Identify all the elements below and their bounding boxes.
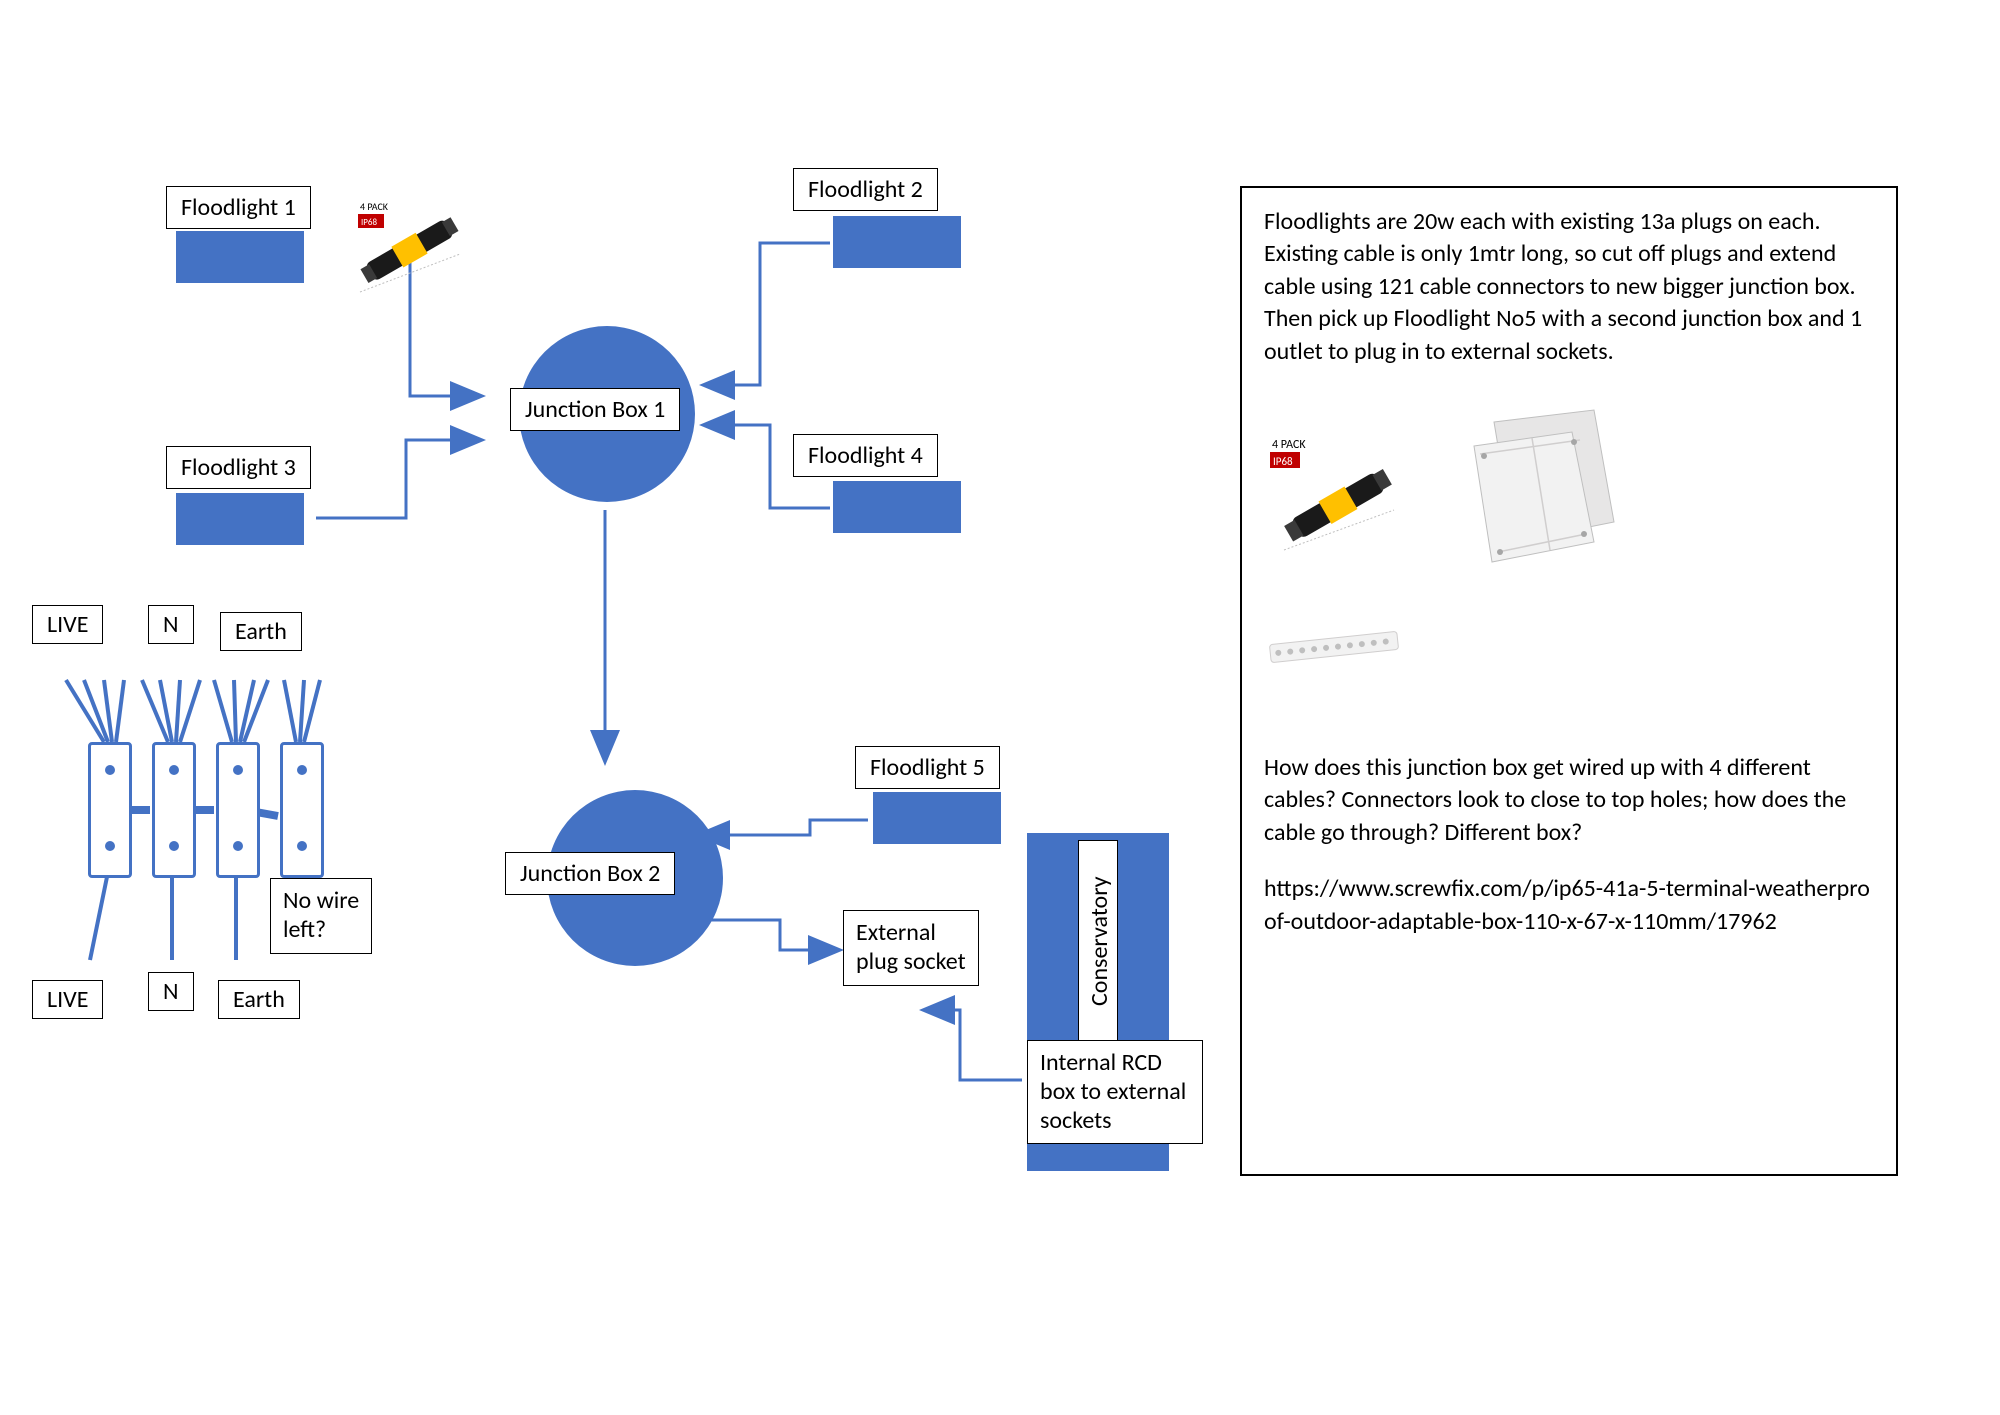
info-panel: Floodlights are 20w each with existing 1… — [1240, 186, 1898, 1176]
floodlight-2-label: Floodlight 2 — [793, 168, 938, 211]
terminal-strip-image — [1264, 622, 1404, 672]
info-paragraph-1: Floodlights are 20w each with existing 1… — [1264, 206, 1874, 368]
floodlight-4-rect — [833, 481, 961, 533]
terminal-block-2 — [152, 742, 196, 878]
conservatory-label: Conservatory — [1078, 840, 1118, 1042]
floodlight-4-label: Floodlight 4 — [793, 434, 938, 477]
junction-box-1-label: Junction Box 1 — [510, 388, 680, 431]
floodlight-3-rect — [176, 493, 304, 545]
live-top-label: LIVE — [32, 605, 103, 644]
earth-top-label: Earth — [220, 612, 302, 651]
cable-connector-image-top: 4 PACK IP68 — [340, 196, 480, 306]
floodlight-2-rect — [833, 216, 961, 268]
fl3-to-jb1 — [316, 440, 480, 518]
terminal-block-4 — [280, 742, 324, 878]
floodlight-1-label: Floodlight 1 — [166, 186, 311, 229]
external-plug-socket-label: External plug socket — [843, 910, 979, 986]
n-top-label: N — [148, 605, 194, 644]
n-bottom-label: N — [148, 972, 194, 1011]
rcd-text: Internal RCD box to external sockets — [1040, 1048, 1186, 1135]
floodlight-5-rect — [873, 792, 1001, 844]
jb2-to-ext — [700, 920, 838, 950]
terminal-block-1 — [88, 742, 132, 878]
info-paragraph-2: How does this junction box get wired up … — [1264, 752, 1874, 849]
junction-box-2-label: Junction Box 2 — [505, 852, 675, 895]
floodlight-3-label: Floodlight 3 — [166, 446, 311, 489]
svg-text:4 PACK: 4 PACK — [360, 200, 389, 213]
junction-box-product-image — [1454, 402, 1624, 572]
rcd-label: Internal RCD box to external sockets — [1027, 1040, 1203, 1144]
live-bottom-label: LIVE — [32, 980, 103, 1019]
svg-text:IP68: IP68 — [361, 217, 377, 228]
svg-text:IP68: IP68 — [1273, 455, 1293, 468]
terminal-block-3 — [216, 742, 260, 878]
rcd-to-ext — [925, 1010, 1022, 1080]
no-wire-note: No wire left? — [270, 878, 372, 954]
fl2-to-jb1 — [705, 243, 830, 385]
floodlight-5-label: Floodlight 5 — [855, 746, 1000, 789]
cable-connector-image-panel: 4 PACK IP68 — [1264, 432, 1414, 562]
fl5-to-jb2 — [700, 820, 868, 835]
earth-bottom-label: Earth — [218, 980, 300, 1019]
svg-text:4 PACK: 4 PACK — [1272, 438, 1306, 452]
external-plug-socket-text: External plug socket — [856, 918, 966, 976]
floodlight-1-rect — [176, 231, 304, 283]
no-wire-text: No wire left? — [283, 886, 359, 944]
info-url: https://www.screwfix.com/p/ip65-41a-5-te… — [1264, 873, 1874, 938]
